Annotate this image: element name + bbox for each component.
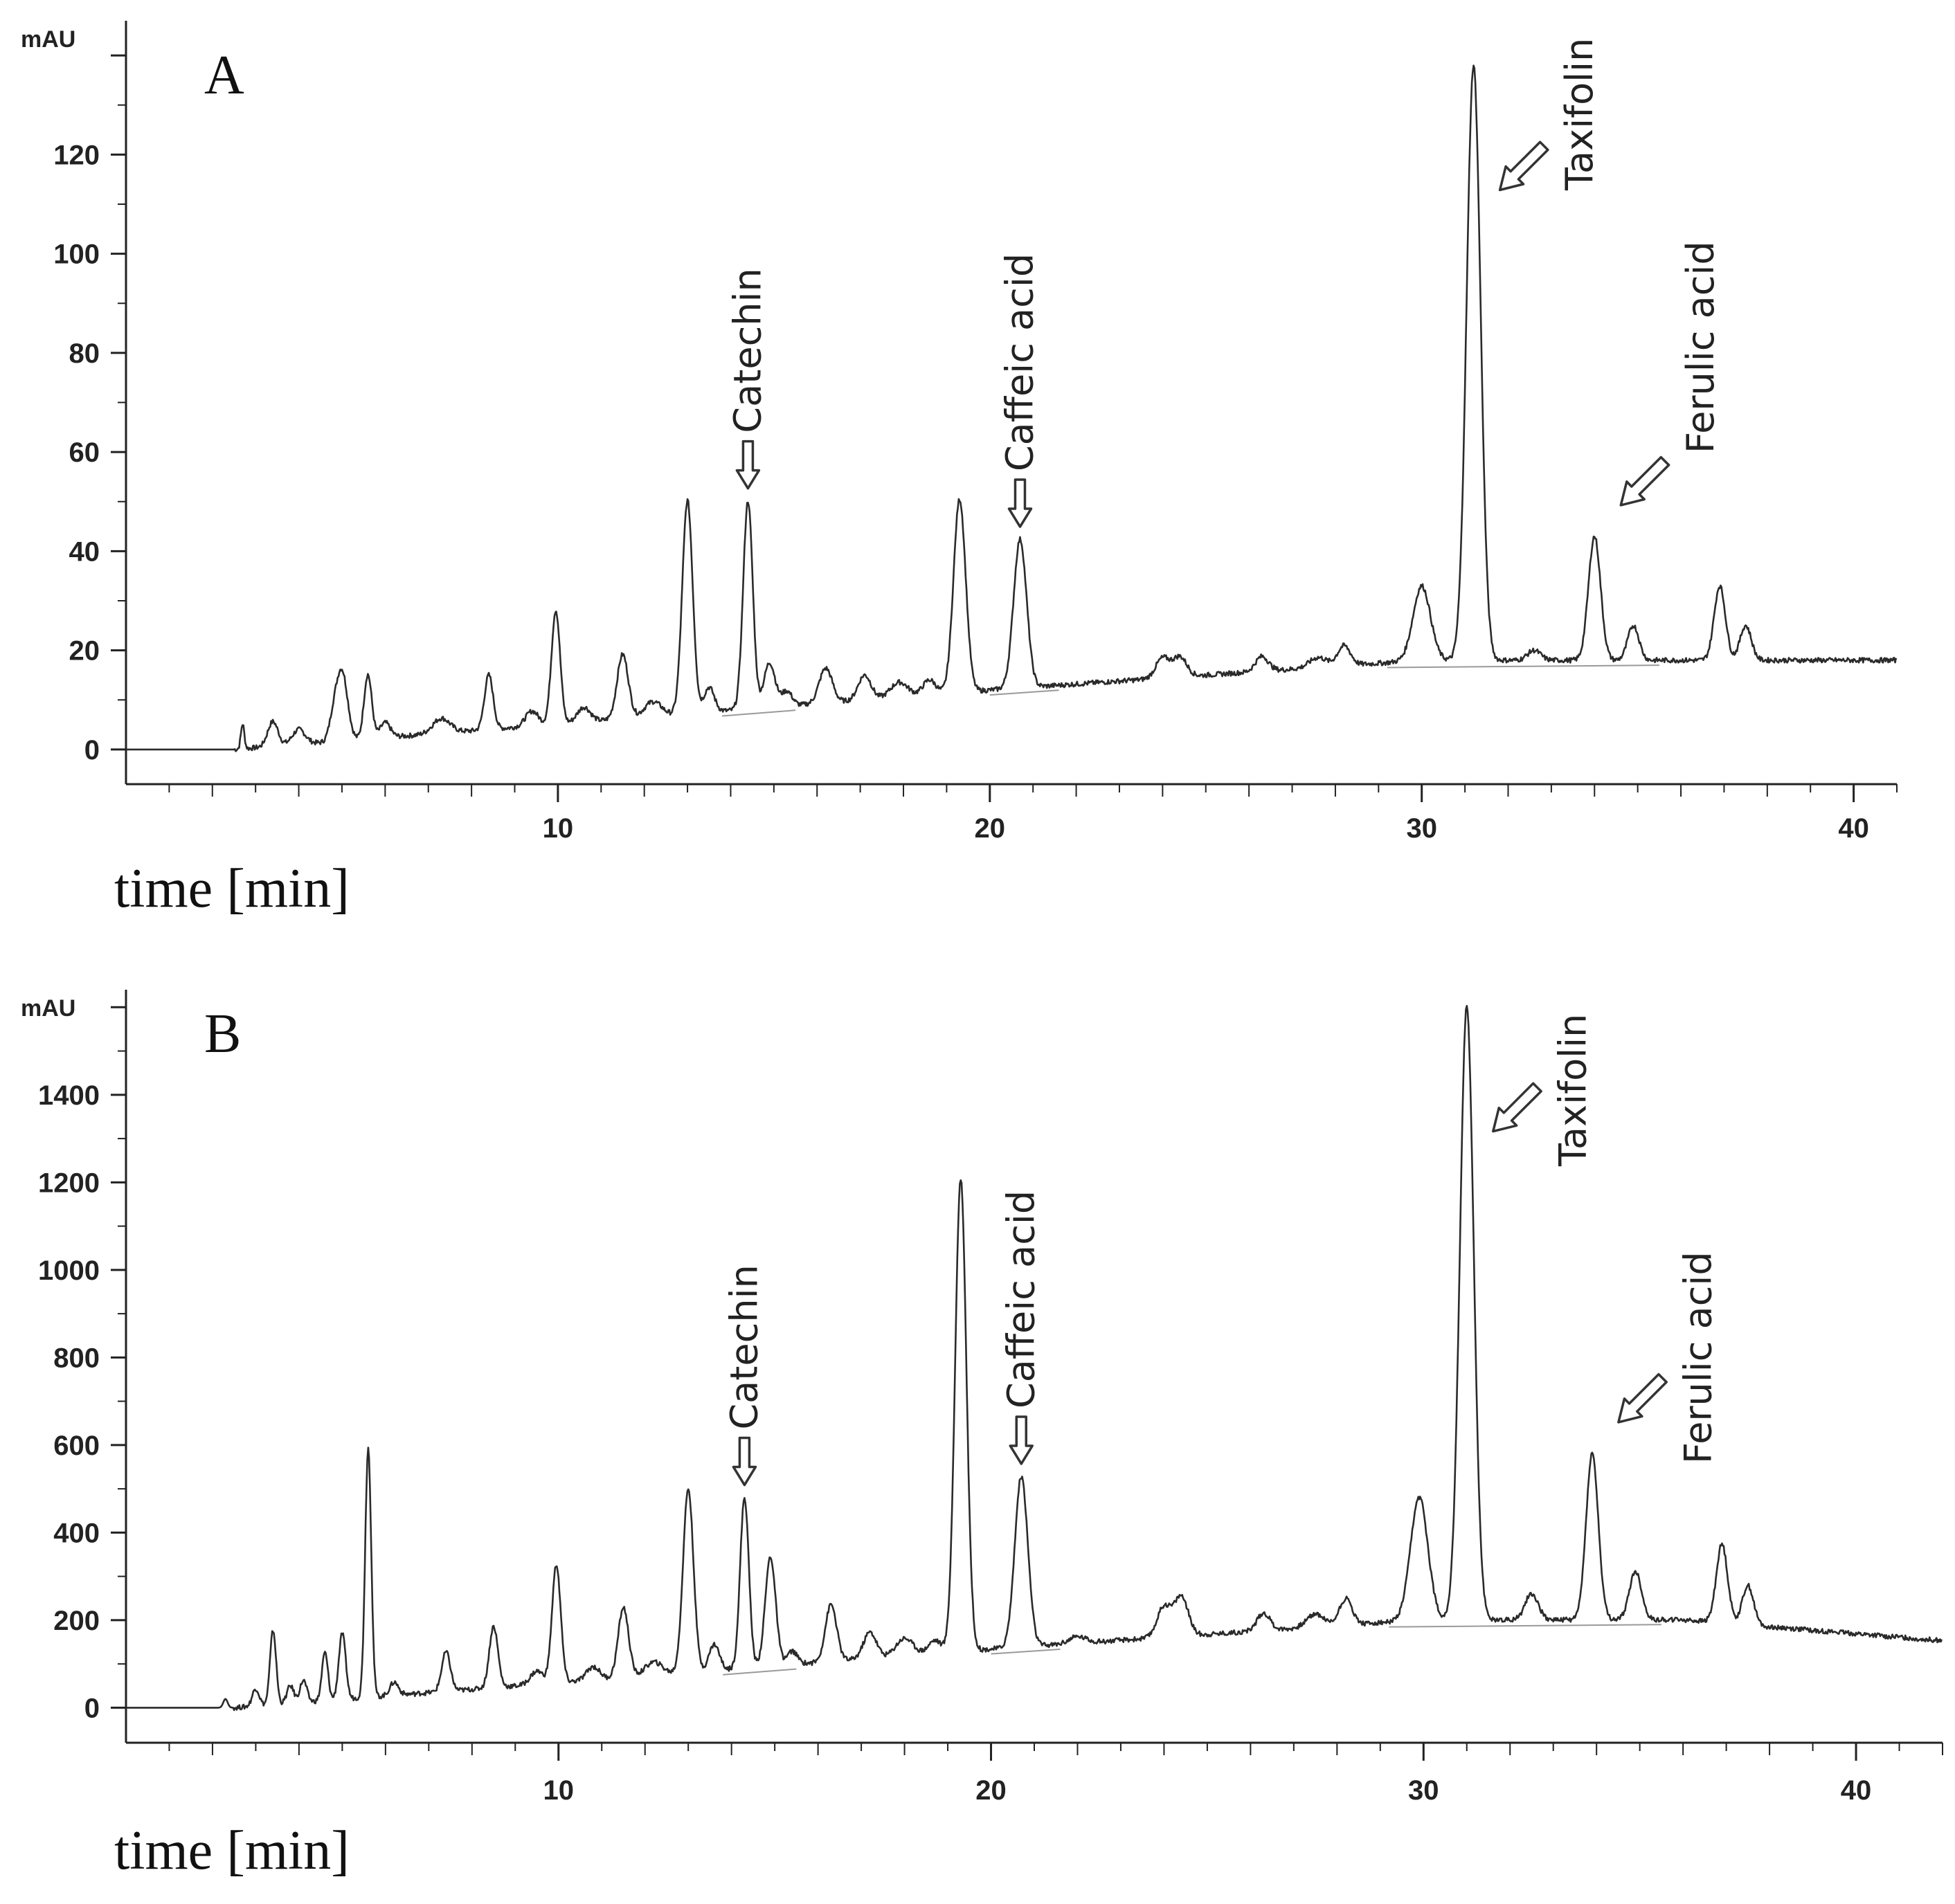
taxifolin-label: Taxifolin xyxy=(1551,1014,1594,1167)
y-unit-label: mAU xyxy=(21,995,75,1022)
integration-baseline xyxy=(989,689,1059,696)
y-tick-label: 1000 xyxy=(38,1255,100,1286)
chromatogram-trace xyxy=(125,1005,1943,1712)
y-tick-label: 20 xyxy=(69,636,100,667)
y-tick-label: 400 xyxy=(53,1518,100,1548)
y-tick-label: 0 xyxy=(84,1693,100,1723)
panel-letter: A xyxy=(204,45,244,106)
x-tick-label: 30 xyxy=(1408,1775,1439,1806)
x-tick-label: 20 xyxy=(975,813,1006,844)
taxifolin-label: Taxifolin xyxy=(1558,38,1601,191)
catechin-label: Catechin xyxy=(726,268,769,433)
y-tick-label: 60 xyxy=(69,437,100,468)
x-axis-label: time [min] xyxy=(114,1820,350,1881)
x-tick-label: 40 xyxy=(1838,813,1869,844)
y-tick-label: 120 xyxy=(53,140,100,170)
ferulic-acid-label: Ferulic acid xyxy=(1679,241,1722,453)
x-tick-label: 30 xyxy=(1406,813,1437,844)
y-tick-label: 1200 xyxy=(38,1168,100,1198)
y-tick-label: 100 xyxy=(53,239,100,270)
caffeic-acid-label: Caffeic acid xyxy=(999,1190,1043,1408)
chromatogram-panel-b: 0 200 400 600 800 1000 1200 1400 mAU 10 20 30 40 Btim… xyxy=(21,990,1943,1881)
ferulic-acid-arrow-icon xyxy=(1619,455,1670,507)
y-tick-label: 80 xyxy=(69,338,100,369)
y-tick-label: 40 xyxy=(69,536,100,567)
catechin-label: Catechin xyxy=(722,1264,766,1429)
taxifolin-arrow-icon xyxy=(1492,1082,1542,1133)
x-tick-label: 40 xyxy=(1841,1775,1872,1806)
caffeic-acid-arrow-icon xyxy=(1007,478,1033,528)
integration-baseline xyxy=(1387,664,1659,669)
ferulic-acid-label: Ferulic acid xyxy=(1677,1251,1720,1464)
x-tick-label: 10 xyxy=(543,1775,575,1806)
y-unit-label: mAU xyxy=(21,26,75,53)
y-tick-label: 1400 xyxy=(38,1080,100,1111)
y-tick-label: 200 xyxy=(53,1606,100,1636)
y-tick-label: 0 xyxy=(84,735,100,765)
caffeic-acid-label: Caffeic acid xyxy=(998,253,1041,471)
chromatogram-trace xyxy=(125,64,1898,752)
x-axis-label: time [min] xyxy=(114,858,350,919)
integration-baseline xyxy=(991,1648,1061,1655)
integration-baseline xyxy=(1389,1624,1661,1628)
ferulic-acid-arrow-icon xyxy=(1617,1372,1668,1424)
panel-letter: B xyxy=(204,1004,241,1064)
integration-baseline xyxy=(721,709,796,717)
x-tick-label: 10 xyxy=(543,813,574,844)
integration-baseline xyxy=(723,1668,797,1676)
x-tick-label: 20 xyxy=(975,1775,1007,1806)
catechin-arrow-icon xyxy=(732,1436,757,1487)
taxifolin-arrow-icon xyxy=(1498,140,1549,192)
y-tick-label: 600 xyxy=(53,1431,100,1461)
y-tick-label: 800 xyxy=(53,1343,100,1373)
caffeic-acid-arrow-icon xyxy=(1009,1415,1034,1465)
catechin-arrow-icon xyxy=(735,439,761,490)
